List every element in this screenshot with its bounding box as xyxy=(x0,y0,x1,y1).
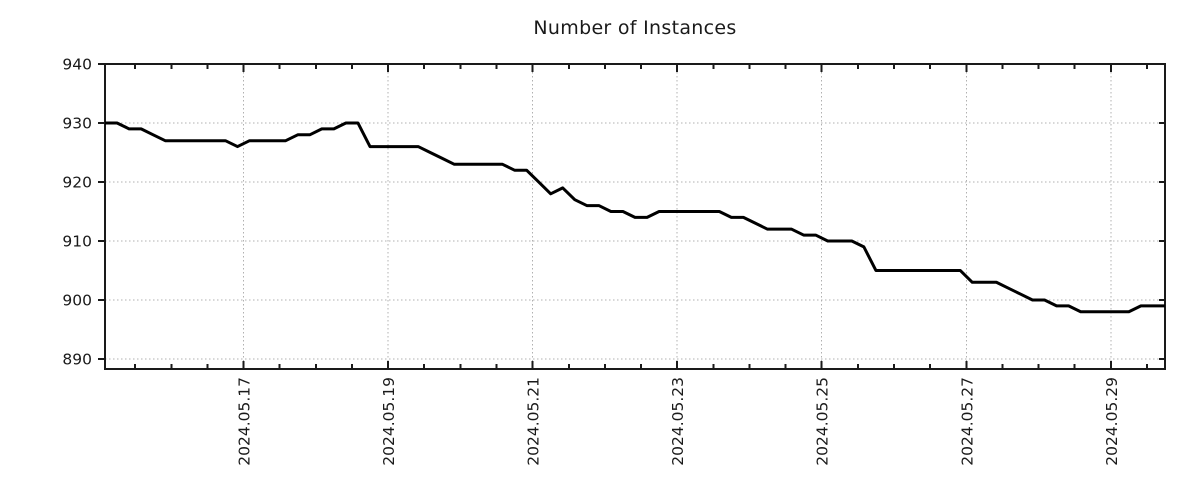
x-tick-labels: 2024.05.17 2024.05.19 2024.05.21 2024.05.23… xyxy=(236,377,1121,466)
plot-border xyxy=(104,63,1166,370)
x-tick-label: 2024.05.21 xyxy=(525,377,543,466)
x-tick-label: 2024.05.17 xyxy=(236,377,254,466)
y-tick-label: 930 xyxy=(62,114,92,132)
axis-ticks xyxy=(98,63,1165,369)
y-tick-label: 940 xyxy=(62,56,92,74)
y-tick-label: 920 xyxy=(62,173,92,191)
y-tick-label: 910 xyxy=(62,232,92,250)
series-line xyxy=(105,121,1165,314)
y-tick-label: 900 xyxy=(62,291,92,309)
x-tick-label: 2024.05.23 xyxy=(669,377,687,466)
x-tick-label: 2024.05.27 xyxy=(958,377,976,466)
x-tick-label: 2024.05.25 xyxy=(814,377,832,466)
x-tick-label: 2024.05.29 xyxy=(1103,377,1121,466)
chart-title: Number of Instances xyxy=(533,17,737,39)
y-tick-label: 890 xyxy=(62,350,92,368)
y-tick-labels: 890 900 910 920 930 940 xyxy=(62,56,92,369)
x-tick-label: 2024.05.19 xyxy=(380,377,398,466)
